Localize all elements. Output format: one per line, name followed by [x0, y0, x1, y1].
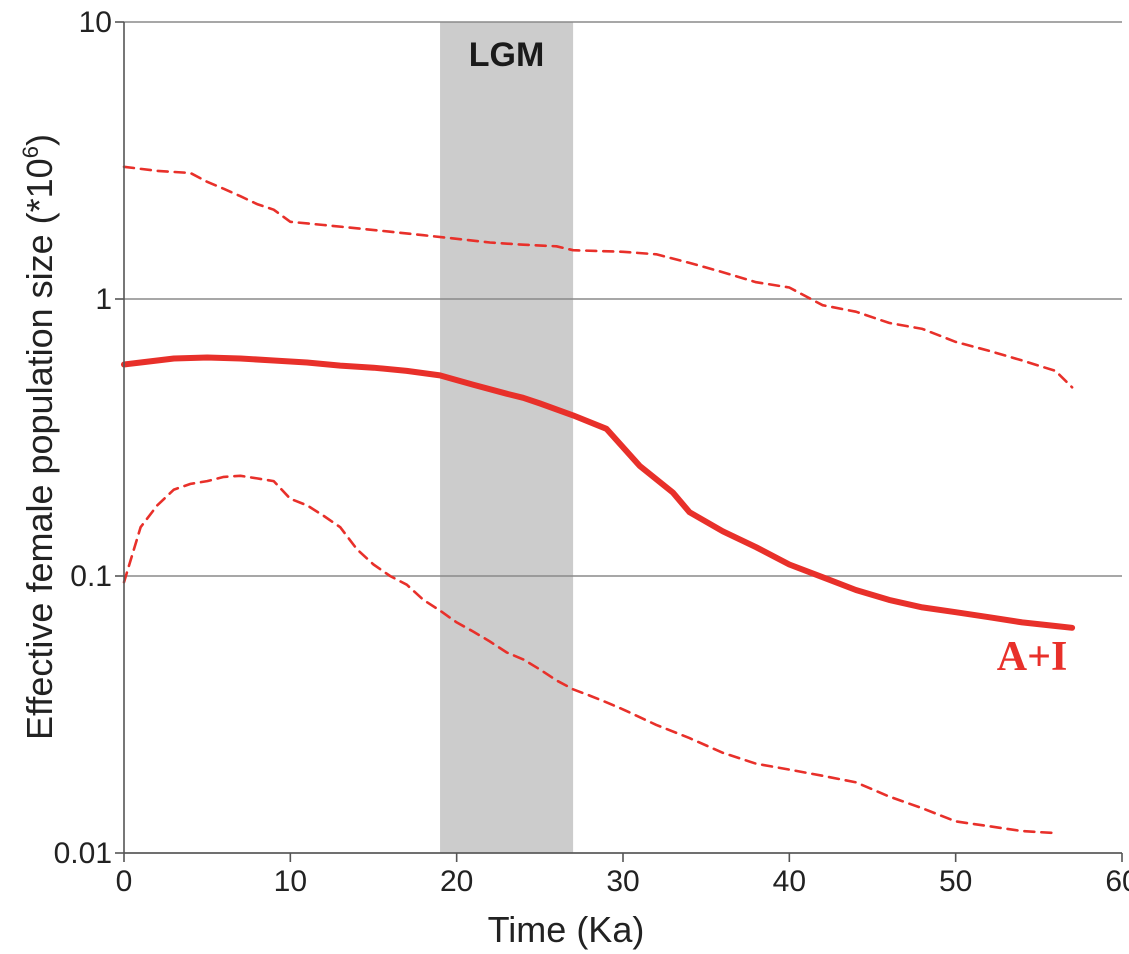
- y-axis-title-main: Effective female population size (*10: [19, 158, 60, 740]
- series-line-0: [121, 354, 1076, 631]
- y-tick-label-1: 0.1: [70, 560, 112, 593]
- x-tick-label-4: 40: [773, 865, 806, 898]
- y-axis-title: Effective female population size (*106): [18, 134, 60, 740]
- series-line-2: [122, 474, 1057, 835]
- x-tick-label-3: 30: [606, 865, 639, 898]
- x-tick-label-6: 60: [1105, 865, 1129, 898]
- x-axis-title: Time (Ka): [488, 909, 645, 950]
- y-axis-title-suffix: ): [19, 134, 60, 146]
- lgm-band-label: LGM: [469, 36, 545, 74]
- y-tick-label-2: 1: [95, 283, 112, 316]
- lgm-band: [440, 22, 574, 853]
- x-tick-label-1: 10: [274, 865, 307, 898]
- y-tick-label-0: 0.01: [54, 837, 112, 870]
- x-tick-label-2: 20: [440, 865, 473, 898]
- x-tick-label-0: 0: [116, 865, 133, 898]
- y-axis-title-superscript: 6: [18, 146, 43, 158]
- series-line-1: [122, 165, 1074, 389]
- series-label: A+I: [997, 634, 1068, 680]
- x-tick-label-5: 50: [939, 865, 972, 898]
- y-tick-label-3: 10: [79, 6, 112, 39]
